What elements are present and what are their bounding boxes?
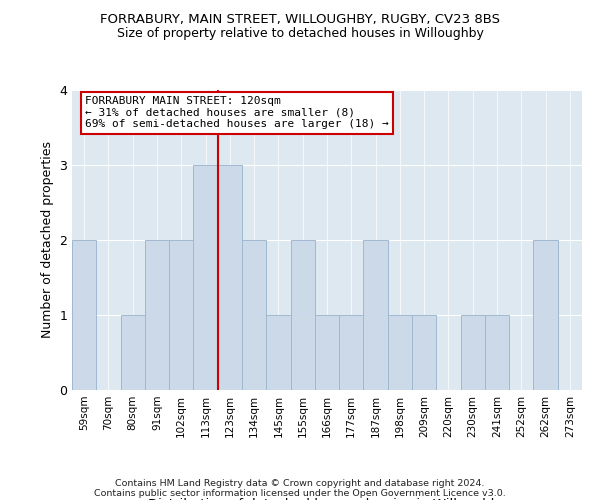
Text: FORRABURY, MAIN STREET, WILLOUGHBY, RUGBY, CV23 8BS: FORRABURY, MAIN STREET, WILLOUGHBY, RUGB… [100,12,500,26]
Bar [315,315,339,390]
Bar [461,315,485,390]
Text: Contains public sector information licensed under the Open Government Licence v3: Contains public sector information licen… [94,488,506,498]
Text: FORRABURY MAIN STREET: 120sqm
← 31% of detached houses are smaller (8)
69% of se: FORRABURY MAIN STREET: 120sqm ← 31% of d… [85,96,389,129]
Bar [145,240,169,390]
Y-axis label: Number of detached properties: Number of detached properties [41,142,53,338]
X-axis label: Distribution of detached houses by size in Willoughby: Distribution of detached houses by size … [148,498,506,500]
Bar [388,315,412,390]
Bar [364,240,388,390]
Bar [193,165,218,390]
Bar [412,315,436,390]
Text: Contains HM Land Registry data © Crown copyright and database right 2024.: Contains HM Land Registry data © Crown c… [115,478,485,488]
Bar [169,240,193,390]
Text: Size of property relative to detached houses in Willoughby: Size of property relative to detached ho… [116,28,484,40]
Bar [485,315,509,390]
Bar [533,240,558,390]
Bar [121,315,145,390]
Bar [218,165,242,390]
Bar [242,240,266,390]
Bar [290,240,315,390]
Bar [266,315,290,390]
Bar [339,315,364,390]
Bar [72,240,96,390]
